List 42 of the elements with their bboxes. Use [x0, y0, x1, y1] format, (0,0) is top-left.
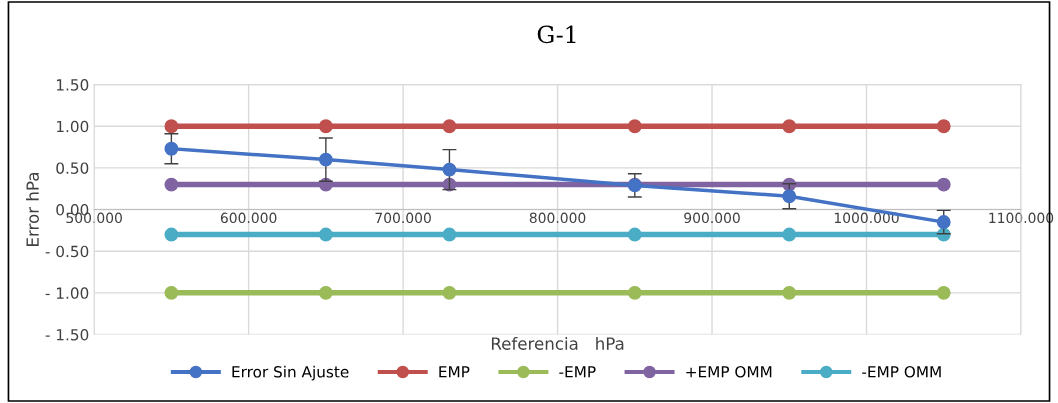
x-tick-label: 700.000 [375, 212, 431, 224]
point [318, 119, 333, 134]
x-tick-label: 800.000 [529, 212, 586, 224]
point [936, 177, 951, 192]
point [936, 285, 951, 300]
point [318, 152, 333, 167]
legend-label: -EMP OMM [862, 366, 941, 378]
y-tick-label: - 1.00 [45, 287, 89, 299]
point [164, 285, 179, 300]
point [318, 227, 333, 242]
y-axis-title: Error hPa [26, 173, 39, 246]
point [164, 119, 179, 134]
legend-label: Error Sin Ajuste [232, 365, 349, 381]
point [782, 227, 797, 242]
y-tick-label: 0.50 [56, 162, 89, 174]
point [442, 162, 457, 177]
point [782, 119, 797, 134]
y-tick-label: - 1.50 [45, 328, 89, 341]
y-tick-label: 1.00 [56, 120, 89, 133]
x-axis-title: Referencia hPa [491, 336, 624, 350]
legend-label: EMP [439, 366, 470, 378]
point [936, 119, 951, 134]
point [936, 215, 951, 229]
x-tick-label: 900.000 [684, 212, 740, 224]
point [164, 177, 179, 192]
chart-title: G-1 [537, 25, 576, 44]
point [442, 227, 457, 242]
x-tick-label: 600.000 [220, 212, 277, 224]
point [782, 285, 797, 300]
point [782, 189, 797, 204]
point [442, 285, 457, 300]
point [318, 285, 333, 300]
point [164, 141, 179, 156]
legend-label: +EMP OMM [686, 366, 772, 378]
point [627, 285, 642, 300]
y-tick-label: - 0.50 [45, 245, 89, 258]
point [164, 227, 179, 242]
point [627, 119, 642, 134]
y-tick-label: 1.50 [56, 79, 89, 91]
point [627, 227, 642, 242]
legend-label: -EMP [559, 366, 596, 378]
point [442, 119, 457, 134]
